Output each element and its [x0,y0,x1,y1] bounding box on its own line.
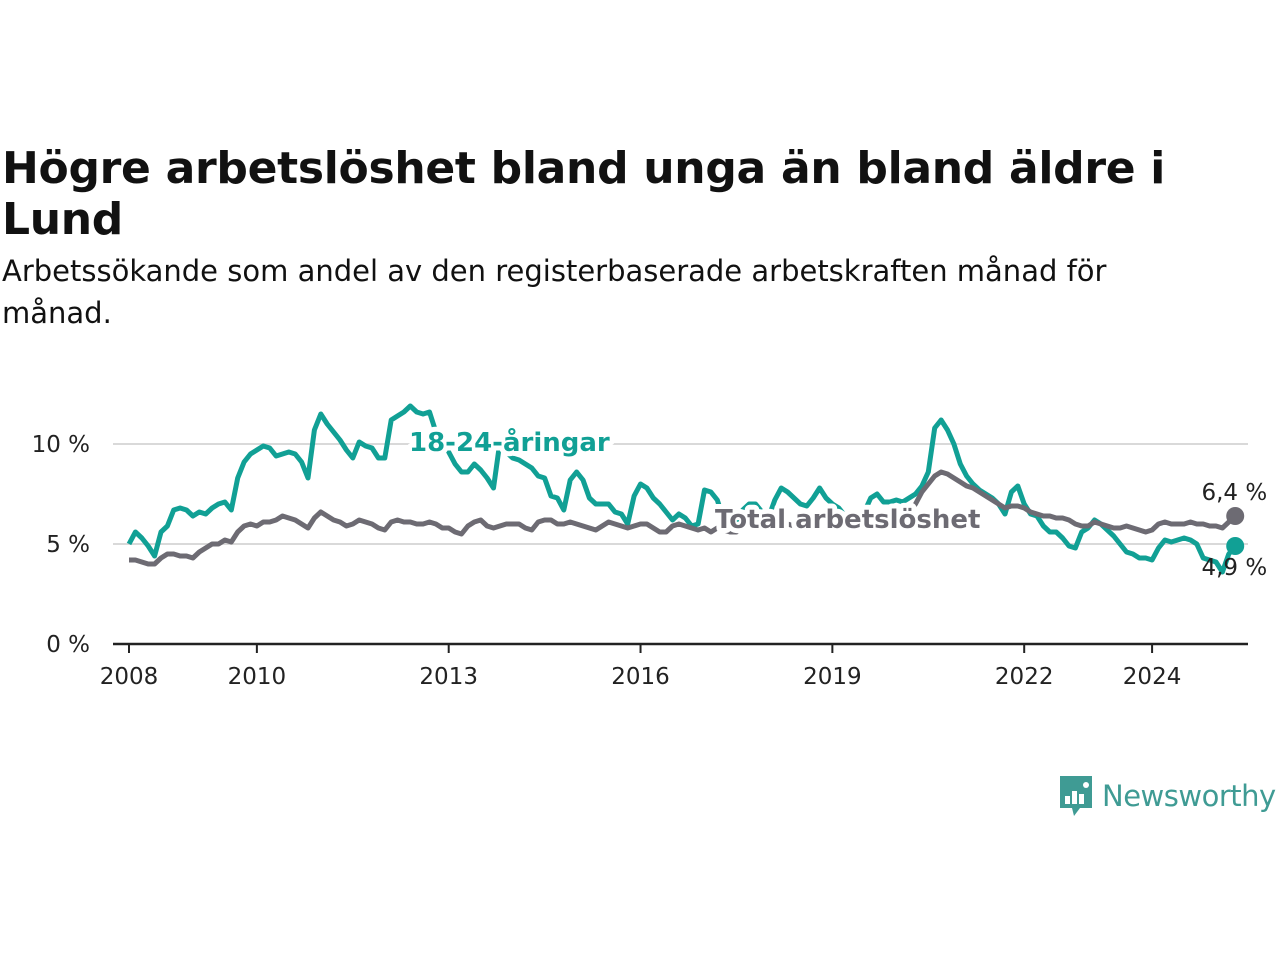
series-label-youth-halo: 18-24-åringar [409,426,610,458]
line-chart: 0 %5 %10 % 2008 2010 2013 2016 2019 2022 2024 … [32,403,1267,690]
end-dot-total [1226,507,1245,525]
y-tick-label: 10 % [32,432,90,458]
x-tick-label: 2022 [995,664,1054,690]
end-value-label-total: 6,4 % [1201,480,1267,506]
series-lines [126,403,1238,575]
x-tick-label: 2010 [228,664,287,690]
x-tick-label: 2016 [611,664,670,690]
series-label-youth: 18-24-åringar [409,426,610,458]
brand-logo: Newsworthy [1058,774,1276,818]
brand-name: Newsworthy [1102,779,1276,813]
end-value-label-youth: 4,9 % [1201,555,1267,581]
series-line-total [129,469,1237,567]
x-axis-ticks: 2008 2010 2013 2016 2019 2022 2024 [100,644,1182,690]
series-line-youth [126,403,1238,575]
x-tick-label: 2019 [803,664,862,690]
end-dot-youth [1226,537,1245,555]
series-label-total: Total arbetslöshet [715,505,980,535]
y-tick-label: 5 % [46,532,90,558]
chart-title: Högre arbetslöshet bland unga än bland ä… [2,143,1166,245]
grid-lines [113,443,1248,545]
newsworthy-logo-icon [1060,776,1092,816]
x-tick-label: 2008 [100,664,159,690]
chart-subtitle: Arbetssökande som andel av den registerb… [2,254,1107,330]
y-axis-ticks: 0 % 5 % 10 % [32,432,90,658]
series-label-total-halo: Total arbetslöshet [715,505,980,535]
x-tick-label: 2024 [1123,664,1182,690]
x-tick-label: 2013 [419,664,478,690]
y-tick-label: 0 % [46,632,90,658]
